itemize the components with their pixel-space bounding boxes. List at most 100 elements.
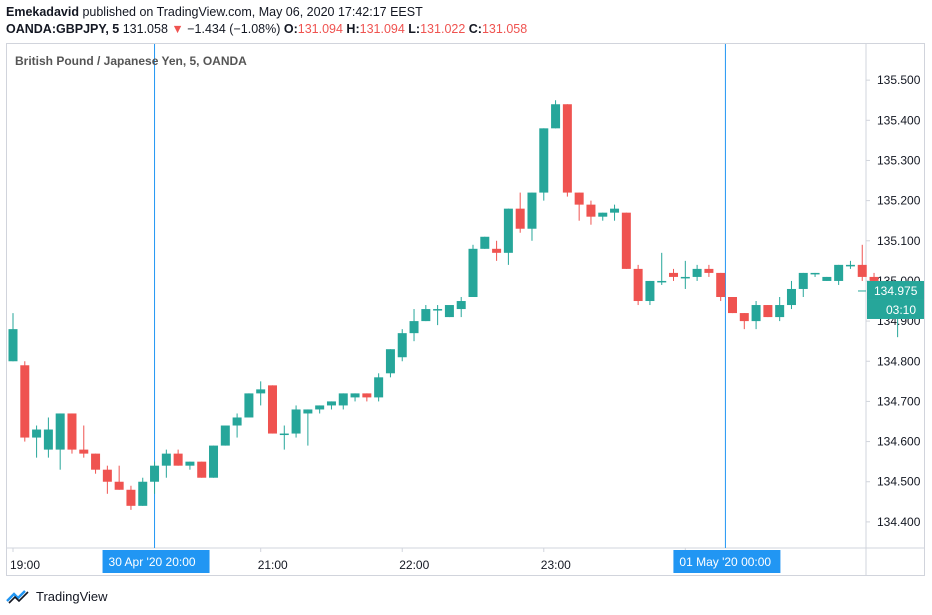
candle[interactable] [8, 313, 18, 362]
candle-body [43, 429, 53, 450]
candle[interactable] [645, 280, 655, 306]
price-tick-label: 134.800 [877, 354, 921, 368]
candle[interactable] [669, 268, 679, 281]
candle[interactable] [161, 449, 171, 478]
candle[interactable] [433, 305, 443, 326]
candle[interactable] [150, 461, 160, 494]
candle[interactable] [775, 297, 785, 322]
countdown-value: 03:10 [886, 303, 916, 317]
candle[interactable] [32, 425, 42, 458]
candle[interactable] [385, 349, 395, 378]
candle[interactable] [220, 425, 230, 446]
candle-body [315, 405, 325, 410]
candle[interactable] [291, 405, 301, 438]
open-label: O: [283, 22, 298, 36]
candle[interactable] [244, 393, 254, 418]
candle[interactable] [503, 208, 513, 265]
candle[interactable] [315, 405, 325, 414]
candle[interactable] [692, 264, 702, 281]
candle-body [763, 305, 773, 318]
candle-body [562, 104, 572, 193]
candle[interactable] [197, 461, 207, 478]
candle[interactable] [515, 192, 525, 233]
candle[interactable] [67, 413, 77, 454]
candle-body [551, 104, 561, 129]
candle[interactable] [810, 272, 820, 277]
candle-body [421, 309, 431, 322]
candle[interactable] [704, 264, 714, 277]
candle[interactable] [456, 297, 466, 318]
candle[interactable] [350, 393, 360, 402]
candle-body [716, 272, 726, 298]
candle[interactable] [209, 445, 219, 478]
candle-body [633, 268, 643, 302]
time-tick-label: 23:00 [541, 558, 571, 572]
candle-body [220, 425, 230, 446]
candle[interactable] [621, 212, 631, 269]
candle[interactable] [256, 381, 266, 406]
candle[interactable] [834, 264, 844, 285]
candle[interactable] [126, 485, 136, 510]
candle[interactable] [138, 477, 148, 506]
candle[interactable] [763, 305, 773, 318]
candle[interactable] [586, 200, 596, 225]
candle[interactable] [786, 280, 796, 310]
candle[interactable] [751, 301, 761, 330]
author-name[interactable]: Emekadavid [6, 5, 79, 19]
candle[interactable] [633, 264, 643, 306]
candle-body [704, 268, 714, 273]
candle[interactable] [657, 252, 667, 285]
candle[interactable] [527, 192, 537, 241]
candle[interactable] [338, 393, 348, 410]
candle[interactable] [598, 212, 608, 221]
candle[interactable] [480, 236, 490, 249]
candle[interactable] [326, 401, 336, 410]
tradingview-footer[interactable]: TradingView [6, 588, 108, 604]
candle[interactable] [79, 425, 89, 458]
candle[interactable] [739, 313, 749, 330]
candle[interactable] [102, 465, 112, 494]
candle[interactable] [232, 413, 242, 438]
candle[interactable] [421, 305, 431, 322]
candle-body [775, 305, 785, 318]
candle[interactable] [303, 409, 313, 446]
candle[interactable] [610, 204, 620, 221]
candle[interactable] [185, 461, 195, 470]
candle[interactable] [409, 309, 419, 342]
chart-title: British Pound / Japanese Yen, 5, OANDA [15, 54, 247, 68]
candle[interactable] [551, 100, 561, 129]
candle[interactable] [727, 297, 737, 314]
candle[interactable] [397, 329, 407, 362]
candle[interactable] [845, 260, 855, 269]
candle[interactable] [279, 425, 289, 450]
candle-body [55, 413, 65, 450]
last-price: 131.058 [122, 22, 168, 36]
candle[interactable] [374, 373, 384, 402]
candle[interactable] [444, 305, 454, 318]
candle[interactable] [114, 465, 124, 490]
candle[interactable] [267, 385, 277, 434]
candle-body [503, 208, 513, 253]
candle[interactable] [43, 417, 53, 458]
candle[interactable] [91, 453, 101, 474]
candle[interactable] [822, 276, 832, 281]
candle[interactable] [716, 272, 726, 302]
candle[interactable] [55, 413, 65, 470]
candle[interactable] [468, 244, 478, 298]
candle-body [786, 288, 796, 306]
candle[interactable] [562, 104, 572, 197]
candle-body [267, 385, 277, 434]
candle[interactable] [173, 449, 183, 466]
candle[interactable] [20, 361, 30, 442]
candle[interactable] [362, 393, 372, 402]
last-price-tag [867, 280, 924, 300]
candle[interactable] [492, 240, 502, 261]
close-value: 131.058 [481, 22, 528, 36]
candle[interactable] [574, 192, 584, 221]
candle[interactable] [539, 128, 549, 201]
candle[interactable] [857, 244, 867, 281]
candle[interactable] [798, 272, 808, 298]
candle[interactable] [680, 260, 690, 289]
price-tick-label: 135.300 [877, 153, 921, 167]
